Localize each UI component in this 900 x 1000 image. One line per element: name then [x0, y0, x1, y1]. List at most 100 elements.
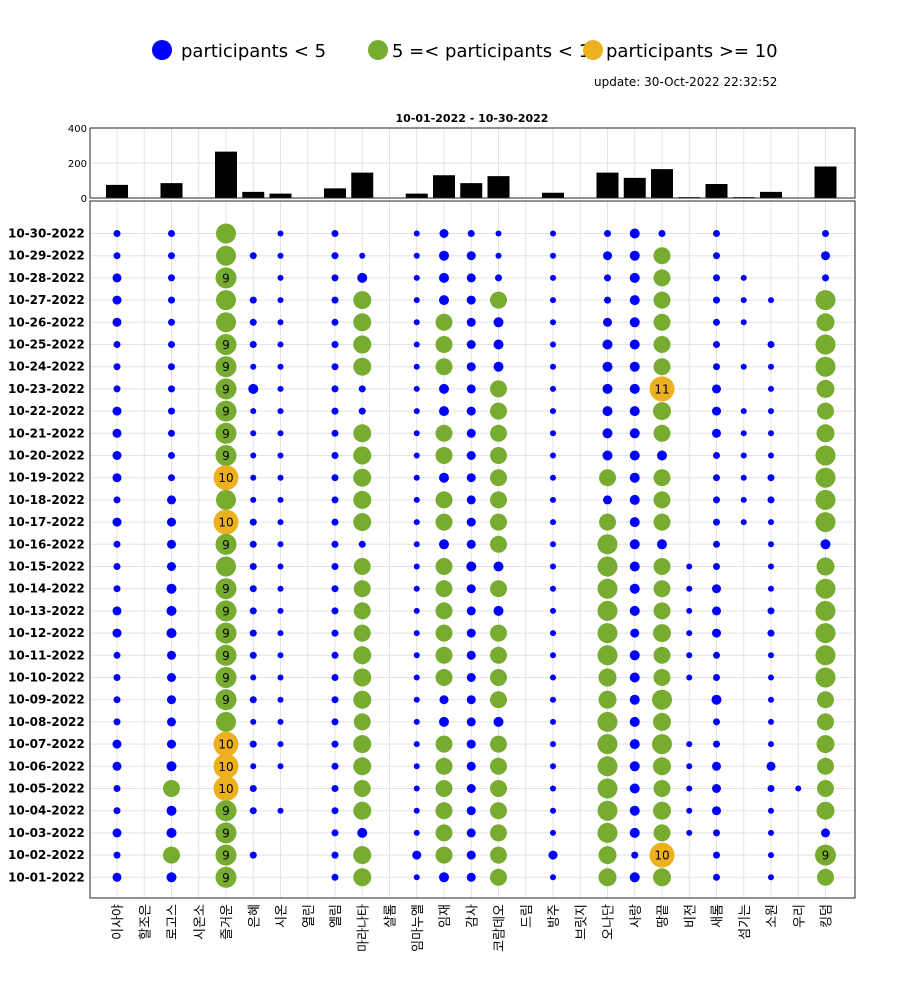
- participant-bubble: [113, 363, 121, 371]
- participant-bubble: [112, 517, 122, 527]
- participant-bubble: [816, 424, 835, 443]
- participant-bubble: [250, 763, 257, 770]
- participant-bubble: [815, 356, 836, 377]
- participant-bubble: [817, 868, 834, 886]
- participant-bubble: [767, 629, 775, 637]
- participant-bubble: [653, 757, 671, 776]
- participant-bubble: [167, 673, 176, 682]
- participant-bubble: [277, 519, 284, 526]
- participant-bubble: [817, 691, 834, 709]
- participant-bubble: [277, 763, 284, 770]
- participant-bubble: [113, 585, 121, 593]
- participant-bubble: [435, 624, 453, 642]
- participant-bubble: [599, 469, 616, 487]
- participant-bubble: [113, 252, 121, 260]
- participant-bubble: [112, 451, 122, 460]
- category-label: 마라나타: [356, 904, 371, 952]
- participant-bubble: [353, 646, 372, 665]
- participant-bubble: [331, 296, 339, 304]
- participant-bubble: [495, 274, 502, 282]
- participant-bubble: [167, 695, 176, 705]
- participant-bubble: [713, 252, 720, 260]
- participant-bubble: [215, 866, 237, 888]
- date-label: 10-25-2022: [8, 338, 85, 352]
- bubble-value-label: 10: [218, 738, 233, 752]
- participant-bubble: [713, 718, 720, 726]
- participant-bubble: [277, 696, 284, 703]
- participant-bubble: [331, 274, 339, 282]
- participant-bubble: [629, 827, 640, 838]
- category-label: 땅끝: [656, 904, 671, 928]
- participant-bubble: [112, 295, 122, 305]
- participant-bubble: [249, 696, 257, 704]
- participant-bubble: [713, 873, 720, 881]
- category-label: 드림: [520, 904, 535, 928]
- participant-bubble: [493, 361, 504, 372]
- category-label: 임마누엘: [411, 904, 426, 952]
- participant-bubble: [629, 539, 640, 550]
- participant-bubble: [277, 630, 284, 637]
- participant-bubble: [597, 711, 618, 732]
- participant-bubble: [740, 452, 747, 459]
- participant-bubble: [250, 718, 257, 725]
- participant-bubble: [353, 801, 372, 820]
- bar: [814, 166, 837, 198]
- bar: [242, 191, 265, 198]
- participant-bubble: [216, 312, 236, 333]
- participant-bubble: [713, 296, 720, 304]
- date-label: 10-19-2022: [8, 471, 85, 485]
- participant-bubble: [815, 290, 836, 311]
- participant-bubble: [795, 785, 802, 792]
- participant-bubble: [331, 629, 339, 637]
- participant-bubble: [215, 644, 237, 666]
- participant-bubble: [603, 251, 612, 261]
- participant-bubble: [249, 318, 257, 326]
- date-label: 10-20-2022: [8, 449, 85, 463]
- legend-label-low: participants < 5: [181, 41, 326, 62]
- participant-bubble: [413, 785, 420, 792]
- participant-bubble: [353, 580, 371, 598]
- participant-bubble: [686, 807, 693, 814]
- participant-bubble: [490, 780, 507, 797]
- participant-bubble: [353, 846, 372, 865]
- bar: [215, 151, 237, 198]
- participant-bubble: [466, 872, 476, 882]
- participant-bubble: [550, 319, 556, 326]
- participant-bubble: [602, 450, 613, 461]
- bar: [160, 183, 183, 198]
- participant-bubble: [768, 363, 774, 370]
- participant-bubble: [215, 822, 237, 844]
- participant-bubble: [649, 842, 675, 868]
- participant-bubble: [598, 846, 617, 865]
- participant-bubble: [657, 450, 667, 461]
- category-label: 즐거운: [220, 904, 235, 940]
- bubble-value-label: 9: [822, 849, 830, 863]
- participant-bubble: [495, 230, 502, 237]
- participant-bubble: [653, 712, 671, 731]
- participant-bubble: [216, 556, 236, 577]
- participant-bubble: [277, 452, 284, 459]
- participant-bubble: [331, 407, 339, 415]
- participant-bubble: [168, 385, 175, 393]
- participant-bubble: [550, 874, 556, 881]
- participant-bubble: [550, 274, 556, 281]
- participant-bubble: [686, 741, 693, 748]
- participant-bubble: [248, 383, 259, 394]
- participant-bubble: [331, 585, 339, 593]
- participant-bubble: [331, 651, 339, 659]
- date-label: 10-10-2022: [8, 671, 85, 685]
- participant-bubble: [490, 424, 507, 442]
- participant-bubble: [713, 496, 720, 504]
- participant-bubble: [357, 827, 368, 838]
- participant-bubble: [331, 230, 339, 237]
- participant-bubble: [602, 361, 613, 372]
- participant-bubble: [413, 496, 420, 503]
- participant-bubble: [598, 668, 617, 687]
- participant-bubble: [331, 540, 339, 548]
- participant-bubble: [331, 718, 339, 726]
- participant-bubble: [435, 336, 453, 353]
- participant-bubble: [250, 496, 257, 503]
- participant-bubble: [768, 408, 774, 415]
- participant-bubble: [168, 452, 175, 459]
- participant-bubble: [413, 874, 420, 881]
